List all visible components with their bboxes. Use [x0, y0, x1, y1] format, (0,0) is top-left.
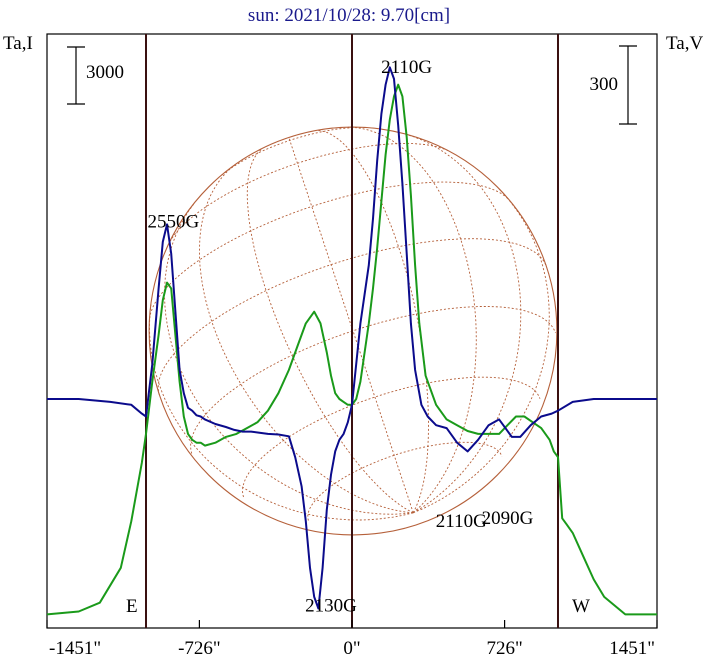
longitude-line	[316, 130, 429, 513]
disk-grid-lines	[149, 126, 556, 521]
limb-marker-label: E	[126, 596, 138, 617]
right-axis-label: Ta,V	[666, 33, 703, 54]
longitude-line	[404, 133, 522, 514]
x-tick-label: -1451"	[49, 638, 101, 659]
scale-bar-label: 3000	[86, 62, 124, 83]
left-axis-label: Ta,I	[3, 33, 33, 54]
latitude-line	[242, 376, 541, 498]
peak-label: 2110G	[381, 57, 432, 78]
longitude-line	[246, 148, 414, 514]
series-layer	[46, 66, 657, 616]
series-line	[47, 66, 657, 610]
x-tick-label: 726"	[486, 638, 522, 659]
longitude-line	[288, 137, 414, 513]
x-tick-label: -726"	[178, 638, 221, 659]
limb-marker-label: W	[572, 596, 590, 617]
scale-bars: 3000 300	[67, 45, 637, 125]
peak-label: 2550G	[147, 211, 199, 232]
longitude-line	[199, 164, 414, 514]
peak-label: 2090G	[482, 508, 534, 529]
longitude-line	[164, 203, 414, 515]
series-line	[46, 83, 657, 616]
x-tick-label: 1451"	[609, 638, 655, 659]
scale-bar-label: 300	[590, 74, 619, 95]
x-tick-label: 0"	[343, 638, 360, 659]
longitude-line	[413, 188, 550, 514]
longitude-line	[348, 126, 477, 514]
longitude-line	[149, 304, 414, 521]
chart-title: sun: 2021/10/28: 9.70[cm]	[248, 5, 450, 26]
peak-label: 2130G	[305, 595, 357, 616]
peak-label: 2110G	[436, 511, 487, 532]
latitude-line	[149, 181, 510, 319]
latitude-line	[307, 441, 503, 521]
x-axis: -1451" -726" 0" 726" 1451"	[46, 620, 658, 659]
